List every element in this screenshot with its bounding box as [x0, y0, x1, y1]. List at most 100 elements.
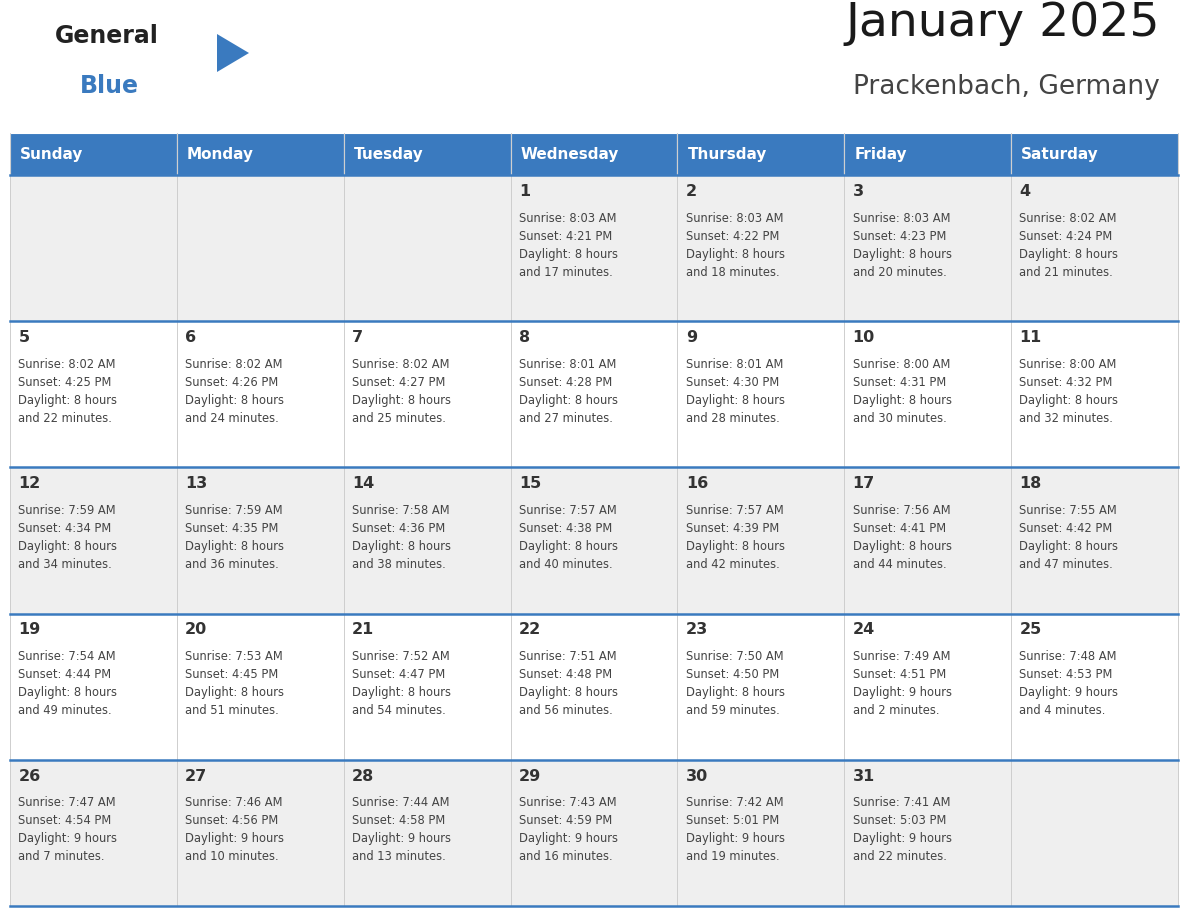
- Text: Sunrise: 8:00 AM
Sunset: 4:31 PM
Daylight: 8 hours
and 30 minutes.: Sunrise: 8:00 AM Sunset: 4:31 PM Dayligh…: [853, 358, 952, 425]
- FancyBboxPatch shape: [677, 133, 845, 175]
- Text: Sunrise: 8:02 AM
Sunset: 4:27 PM
Daylight: 8 hours
and 25 minutes.: Sunrise: 8:02 AM Sunset: 4:27 PM Dayligh…: [352, 358, 451, 425]
- Text: Sunrise: 7:57 AM
Sunset: 4:39 PM
Daylight: 8 hours
and 42 minutes.: Sunrise: 7:57 AM Sunset: 4:39 PM Dayligh…: [685, 504, 785, 571]
- FancyBboxPatch shape: [511, 760, 677, 906]
- FancyBboxPatch shape: [845, 175, 1011, 321]
- Text: Sunrise: 7:49 AM
Sunset: 4:51 PM
Daylight: 9 hours
and 2 minutes.: Sunrise: 7:49 AM Sunset: 4:51 PM Dayligh…: [853, 650, 952, 717]
- Text: Sunrise: 7:53 AM
Sunset: 4:45 PM
Daylight: 8 hours
and 51 minutes.: Sunrise: 7:53 AM Sunset: 4:45 PM Dayligh…: [185, 650, 284, 717]
- Text: 7: 7: [352, 330, 364, 345]
- FancyBboxPatch shape: [1011, 613, 1178, 760]
- FancyBboxPatch shape: [677, 613, 845, 760]
- FancyBboxPatch shape: [177, 175, 343, 321]
- FancyBboxPatch shape: [10, 467, 177, 613]
- FancyBboxPatch shape: [845, 613, 1011, 760]
- Text: Sunrise: 8:01 AM
Sunset: 4:30 PM
Daylight: 8 hours
and 28 minutes.: Sunrise: 8:01 AM Sunset: 4:30 PM Dayligh…: [685, 358, 785, 425]
- Text: Tuesday: Tuesday: [354, 147, 423, 162]
- FancyBboxPatch shape: [343, 133, 511, 175]
- Text: 18: 18: [1019, 476, 1042, 491]
- Text: Sunrise: 8:00 AM
Sunset: 4:32 PM
Daylight: 8 hours
and 32 minutes.: Sunrise: 8:00 AM Sunset: 4:32 PM Dayligh…: [1019, 358, 1118, 425]
- Text: 4: 4: [1019, 184, 1031, 199]
- Text: Sunrise: 7:50 AM
Sunset: 4:50 PM
Daylight: 8 hours
and 59 minutes.: Sunrise: 7:50 AM Sunset: 4:50 PM Dayligh…: [685, 650, 785, 717]
- Text: Friday: Friday: [854, 147, 906, 162]
- Text: 22: 22: [519, 622, 542, 637]
- FancyBboxPatch shape: [343, 760, 511, 906]
- Text: 16: 16: [685, 476, 708, 491]
- Text: 3: 3: [853, 184, 864, 199]
- Text: January 2025: January 2025: [846, 1, 1159, 46]
- Text: 17: 17: [853, 476, 874, 491]
- Text: Thursday: Thursday: [688, 147, 766, 162]
- Text: 8: 8: [519, 330, 530, 345]
- Text: Sunrise: 7:41 AM
Sunset: 5:03 PM
Daylight: 9 hours
and 22 minutes.: Sunrise: 7:41 AM Sunset: 5:03 PM Dayligh…: [853, 796, 952, 863]
- Text: Sunrise: 7:58 AM
Sunset: 4:36 PM
Daylight: 8 hours
and 38 minutes.: Sunrise: 7:58 AM Sunset: 4:36 PM Dayligh…: [352, 504, 451, 571]
- FancyBboxPatch shape: [177, 133, 343, 175]
- FancyBboxPatch shape: [10, 613, 177, 760]
- FancyBboxPatch shape: [677, 175, 845, 321]
- Text: 27: 27: [185, 768, 208, 784]
- Text: Sunrise: 7:57 AM
Sunset: 4:38 PM
Daylight: 8 hours
and 40 minutes.: Sunrise: 7:57 AM Sunset: 4:38 PM Dayligh…: [519, 504, 618, 571]
- FancyBboxPatch shape: [10, 175, 177, 321]
- Text: 31: 31: [853, 768, 874, 784]
- FancyBboxPatch shape: [177, 760, 343, 906]
- FancyBboxPatch shape: [1011, 321, 1178, 467]
- FancyBboxPatch shape: [1011, 760, 1178, 906]
- Text: 9: 9: [685, 330, 697, 345]
- Text: 23: 23: [685, 622, 708, 637]
- Text: 28: 28: [352, 768, 374, 784]
- Text: Sunrise: 7:51 AM
Sunset: 4:48 PM
Daylight: 8 hours
and 56 minutes.: Sunrise: 7:51 AM Sunset: 4:48 PM Dayligh…: [519, 650, 618, 717]
- Text: Sunrise: 7:48 AM
Sunset: 4:53 PM
Daylight: 9 hours
and 4 minutes.: Sunrise: 7:48 AM Sunset: 4:53 PM Dayligh…: [1019, 650, 1118, 717]
- Text: Sunrise: 7:42 AM
Sunset: 5:01 PM
Daylight: 9 hours
and 19 minutes.: Sunrise: 7:42 AM Sunset: 5:01 PM Dayligh…: [685, 796, 785, 863]
- Text: Sunrise: 7:59 AM
Sunset: 4:34 PM
Daylight: 8 hours
and 34 minutes.: Sunrise: 7:59 AM Sunset: 4:34 PM Dayligh…: [18, 504, 118, 571]
- Text: 29: 29: [519, 768, 542, 784]
- Text: 19: 19: [18, 622, 40, 637]
- Text: 20: 20: [185, 622, 208, 637]
- Text: General: General: [55, 24, 159, 48]
- Text: Sunrise: 8:03 AM
Sunset: 4:23 PM
Daylight: 8 hours
and 20 minutes.: Sunrise: 8:03 AM Sunset: 4:23 PM Dayligh…: [853, 211, 952, 278]
- Polygon shape: [217, 34, 249, 72]
- Text: Sunrise: 8:02 AM
Sunset: 4:25 PM
Daylight: 8 hours
and 22 minutes.: Sunrise: 8:02 AM Sunset: 4:25 PM Dayligh…: [18, 358, 118, 425]
- Text: Saturday: Saturday: [1022, 147, 1099, 162]
- FancyBboxPatch shape: [845, 133, 1011, 175]
- Text: Sunrise: 8:02 AM
Sunset: 4:26 PM
Daylight: 8 hours
and 24 minutes.: Sunrise: 8:02 AM Sunset: 4:26 PM Dayligh…: [185, 358, 284, 425]
- Text: 12: 12: [18, 476, 40, 491]
- FancyBboxPatch shape: [677, 467, 845, 613]
- FancyBboxPatch shape: [1011, 175, 1178, 321]
- Text: 6: 6: [185, 330, 196, 345]
- FancyBboxPatch shape: [511, 321, 677, 467]
- FancyBboxPatch shape: [845, 321, 1011, 467]
- Text: Sunrise: 8:02 AM
Sunset: 4:24 PM
Daylight: 8 hours
and 21 minutes.: Sunrise: 8:02 AM Sunset: 4:24 PM Dayligh…: [1019, 211, 1118, 278]
- FancyBboxPatch shape: [845, 760, 1011, 906]
- Text: 26: 26: [18, 768, 40, 784]
- FancyBboxPatch shape: [177, 321, 343, 467]
- Text: 11: 11: [1019, 330, 1042, 345]
- Text: Sunrise: 7:44 AM
Sunset: 4:58 PM
Daylight: 9 hours
and 13 minutes.: Sunrise: 7:44 AM Sunset: 4:58 PM Dayligh…: [352, 796, 451, 863]
- Text: Sunrise: 7:46 AM
Sunset: 4:56 PM
Daylight: 9 hours
and 10 minutes.: Sunrise: 7:46 AM Sunset: 4:56 PM Dayligh…: [185, 796, 284, 863]
- Text: 21: 21: [352, 622, 374, 637]
- Text: Prackenbach, Germany: Prackenbach, Germany: [853, 74, 1159, 100]
- Text: Sunday: Sunday: [20, 147, 83, 162]
- FancyBboxPatch shape: [1011, 467, 1178, 613]
- FancyBboxPatch shape: [10, 133, 177, 175]
- FancyBboxPatch shape: [177, 467, 343, 613]
- Text: Blue: Blue: [80, 74, 139, 98]
- FancyBboxPatch shape: [511, 175, 677, 321]
- Text: 2: 2: [685, 184, 697, 199]
- Text: Sunrise: 7:47 AM
Sunset: 4:54 PM
Daylight: 9 hours
and 7 minutes.: Sunrise: 7:47 AM Sunset: 4:54 PM Dayligh…: [18, 796, 118, 863]
- FancyBboxPatch shape: [677, 321, 845, 467]
- FancyBboxPatch shape: [343, 467, 511, 613]
- FancyBboxPatch shape: [511, 133, 677, 175]
- Text: 13: 13: [185, 476, 208, 491]
- Text: Sunrise: 7:56 AM
Sunset: 4:41 PM
Daylight: 8 hours
and 44 minutes.: Sunrise: 7:56 AM Sunset: 4:41 PM Dayligh…: [853, 504, 952, 571]
- FancyBboxPatch shape: [1011, 133, 1178, 175]
- Text: 14: 14: [352, 476, 374, 491]
- FancyBboxPatch shape: [511, 467, 677, 613]
- Text: 25: 25: [1019, 622, 1042, 637]
- Text: Sunrise: 7:54 AM
Sunset: 4:44 PM
Daylight: 8 hours
and 49 minutes.: Sunrise: 7:54 AM Sunset: 4:44 PM Dayligh…: [18, 650, 118, 717]
- FancyBboxPatch shape: [343, 613, 511, 760]
- Text: Monday: Monday: [187, 147, 254, 162]
- Text: 24: 24: [853, 622, 874, 637]
- Text: Sunrise: 7:59 AM
Sunset: 4:35 PM
Daylight: 8 hours
and 36 minutes.: Sunrise: 7:59 AM Sunset: 4:35 PM Dayligh…: [185, 504, 284, 571]
- Text: Sunrise: 8:03 AM
Sunset: 4:22 PM
Daylight: 8 hours
and 18 minutes.: Sunrise: 8:03 AM Sunset: 4:22 PM Dayligh…: [685, 211, 785, 278]
- Text: 5: 5: [18, 330, 30, 345]
- Text: Sunrise: 8:01 AM
Sunset: 4:28 PM
Daylight: 8 hours
and 27 minutes.: Sunrise: 8:01 AM Sunset: 4:28 PM Dayligh…: [519, 358, 618, 425]
- Text: Sunrise: 8:03 AM
Sunset: 4:21 PM
Daylight: 8 hours
and 17 minutes.: Sunrise: 8:03 AM Sunset: 4:21 PM Dayligh…: [519, 211, 618, 278]
